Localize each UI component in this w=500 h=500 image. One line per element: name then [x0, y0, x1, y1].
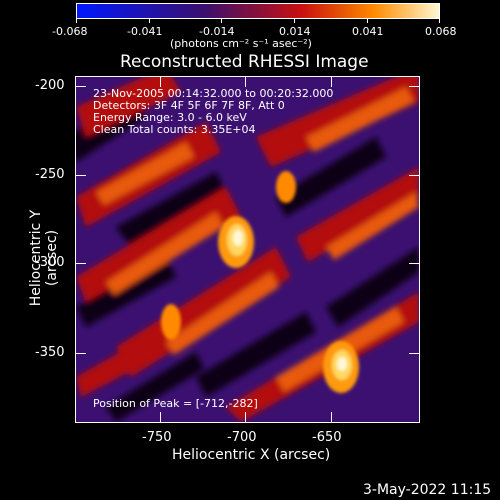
y-tick-mark	[76, 175, 86, 176]
x-tick-label: -700	[227, 430, 257, 445]
colorbar-tick-label: -0.041	[127, 25, 163, 38]
colorbar-tick-label: -0.068	[52, 25, 88, 38]
x-tick-mark	[331, 412, 332, 422]
footer-date: 3-May-2022 11:15	[363, 482, 492, 498]
time-range-annotation: 23-Nov-2005 00:14:32.000 to 00:20:32.000	[93, 87, 334, 100]
y-tick-mark	[409, 263, 419, 264]
peak-position-annotation: Position of Peak = [-712,-282]	[93, 397, 258, 410]
y-tick-label: -250	[35, 167, 65, 182]
y-tick-mark	[76, 86, 86, 87]
y-tick-label: -300	[35, 255, 65, 270]
colorbar-tick-mark	[294, 18, 295, 23]
x-tick-label: -650	[312, 430, 342, 445]
y-tick-mark	[409, 353, 419, 354]
x-tick-mark	[160, 77, 161, 87]
colorbar-unit-label: (photons cm⁻² s⁻¹ asec⁻²)	[170, 37, 312, 50]
x-tick-mark	[160, 412, 161, 422]
y-tick-mark	[76, 353, 86, 354]
rhessi-image	[76, 77, 419, 422]
x-tick-label: -750	[142, 430, 172, 445]
x-tick-mark	[245, 412, 246, 422]
y-tick-label: -350	[35, 345, 65, 360]
colorbar-tick-mark	[76, 18, 77, 23]
colorbar-tick-mark	[439, 18, 440, 23]
colorbar-tick-mark	[221, 18, 222, 23]
y-axis-title: Heliocentric Y (arcsec)	[28, 209, 60, 307]
clean-counts-annotation: Clean Total counts: 3.35E+04	[93, 123, 256, 136]
energy-range-annotation: Energy Range: 3.0 - 6.0 keV	[93, 111, 247, 124]
x-tick-mark	[331, 77, 332, 87]
y-tick-mark	[409, 175, 419, 176]
colorbar-tick-label: -0.014	[199, 25, 235, 38]
y-tick-mark	[76, 263, 86, 264]
y-tick-label: -200	[35, 78, 65, 93]
detectors-annotation: Detectors: 3F 4F 5F 6F 7F 8F, Att 0	[93, 99, 285, 112]
colorbar-tick-label: 0.068	[425, 25, 457, 38]
colorbar	[76, 3, 440, 19]
x-axis-title: Heliocentric X (arcsec)	[172, 447, 331, 463]
colorbar-tick-mark	[367, 18, 368, 23]
x-tick-mark	[245, 77, 246, 87]
y-tick-mark	[409, 86, 419, 87]
solar-image-plot: 23-Nov-2005 00:14:32.000 to 00:20:32.000…	[75, 76, 420, 423]
colorbar-tick-label: 0.014	[279, 25, 311, 38]
colorbar-tick-mark	[149, 18, 150, 23]
plot-title: Reconstructed RHESSI Image	[120, 52, 369, 72]
colorbar-tick-label: 0.041	[352, 25, 384, 38]
